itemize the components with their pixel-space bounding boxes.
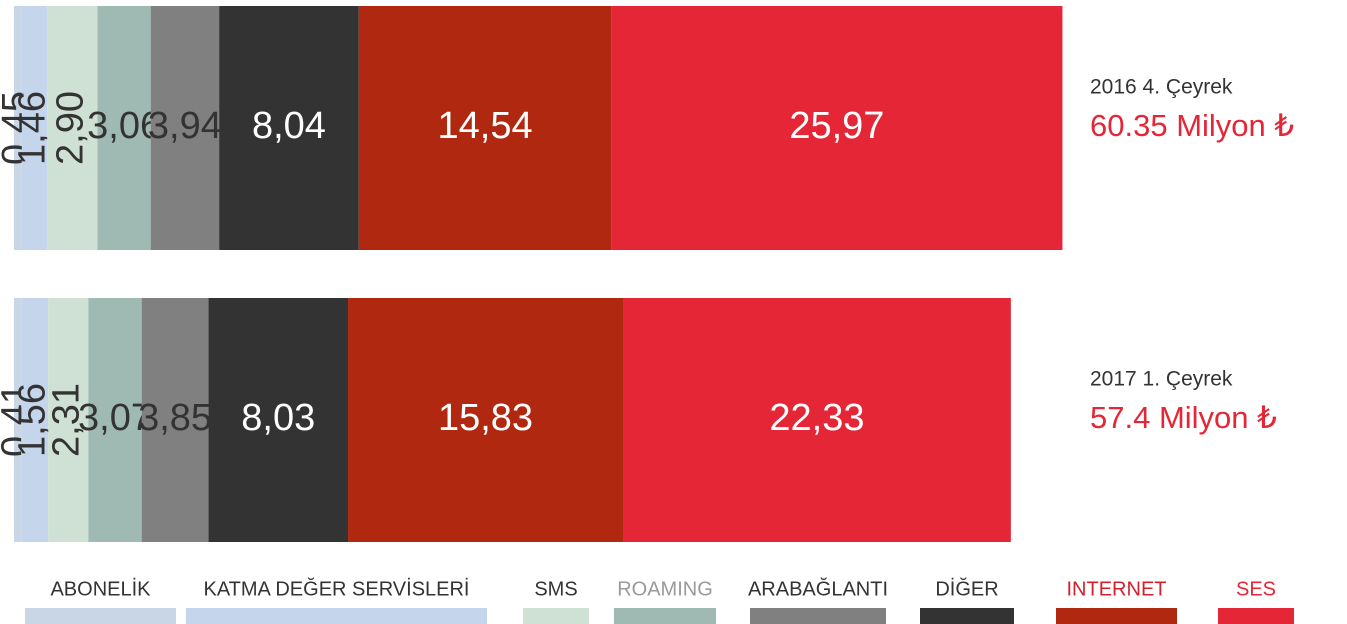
- category-label: 2016 4. Çeyrek: [1090, 76, 1233, 99]
- data-label: 22,33: [769, 397, 864, 439]
- data-label: 2,31: [45, 383, 87, 457]
- bar-segment: [348, 298, 623, 542]
- legend-swatch: [523, 608, 589, 624]
- bar-segment: [14, 6, 22, 250]
- legend-swatch: [1056, 608, 1177, 624]
- legend-label: INTERNET: [1067, 578, 1167, 600]
- data-label: 3,06: [87, 105, 161, 147]
- bar-segment: [208, 298, 349, 542]
- category-label: 2017 1. Çeyrek: [1090, 368, 1233, 391]
- bar-segment: [14, 298, 22, 542]
- data-label: 1,56: [12, 383, 54, 457]
- bar-segment: [47, 6, 98, 250]
- total-label: 57.4 Milyon ₺: [1090, 400, 1277, 435]
- bar-segment: [141, 298, 209, 542]
- legend-label: ABONELİK: [50, 577, 151, 600]
- legend-label: ROAMING: [617, 578, 713, 600]
- legend-label: KATMA DEĞER SERVİSLERİ: [203, 577, 469, 600]
- legend-label: ARABAĞLANTI: [748, 577, 888, 600]
- bar-segment: [219, 6, 359, 250]
- total-label: 60.35 Milyon ₺: [1090, 108, 1294, 143]
- data-label: 2,90: [49, 91, 91, 165]
- bar-segment: [21, 6, 48, 250]
- legend-swatch: [750, 608, 886, 624]
- bar-segment: [88, 298, 142, 542]
- data-label: 15,83: [438, 397, 533, 439]
- data-label: 1,46: [12, 91, 54, 165]
- bar-segment: [150, 6, 220, 250]
- bar-segment: [97, 6, 151, 250]
- legend-label: SMS: [534, 578, 577, 600]
- data-label: 14,54: [438, 105, 533, 147]
- bar-segment: [21, 298, 49, 542]
- legend-swatch: [614, 608, 716, 624]
- data-label: 3,94: [148, 105, 222, 147]
- legend-swatch: [920, 608, 1014, 624]
- data-label: 8,03: [241, 397, 315, 439]
- bar-segment: [611, 6, 1063, 250]
- bar-segment: [622, 298, 1011, 542]
- bar-segment: [358, 6, 612, 250]
- legend-swatch: [186, 608, 487, 624]
- legend-swatch: [1218, 608, 1294, 624]
- bar-segment: [48, 298, 89, 542]
- legend-swatch: [25, 608, 176, 624]
- data-label: 3,07: [78, 397, 152, 439]
- legend-label: DİĞER: [935, 577, 998, 600]
- legend-label: SES: [1236, 578, 1276, 600]
- data-label: 25,97: [789, 105, 884, 147]
- data-label: 8,04: [252, 105, 326, 147]
- data-label: 3,85: [138, 397, 212, 439]
